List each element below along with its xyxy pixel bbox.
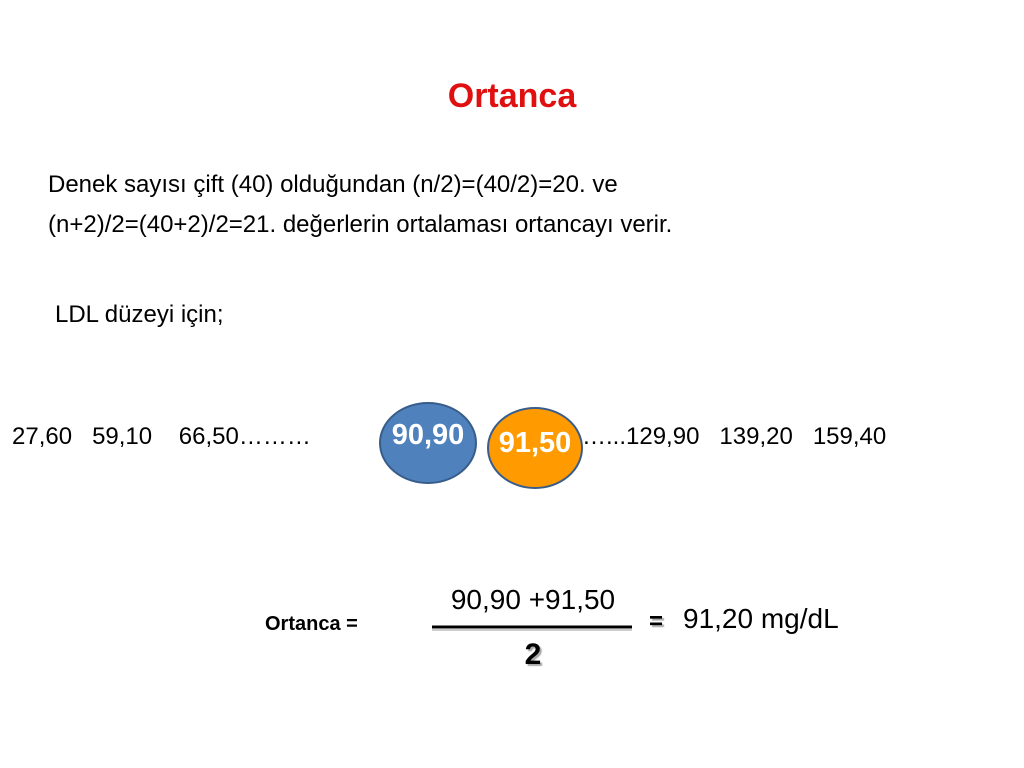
blue-ellipse — [379, 402, 477, 484]
sequence-right: …...129,90 139,20 159,40 — [582, 423, 887, 450]
formula-result: 91,20 mg/dL — [683, 603, 839, 634]
paragraph-line: Denek sayısı çift (40) olduğundan (n/2)=… — [48, 171, 618, 198]
orange-ellipse — [487, 407, 583, 489]
subheading: LDL düzeyi için; — [55, 301, 224, 328]
formula-equals: = — [649, 608, 664, 635]
ellipse-label: 91,50 — [498, 427, 572, 459]
formula-label: Ortanca = — [265, 613, 358, 635]
ellipse-label: 90,90 — [391, 419, 465, 451]
slide-title: Ortanca — [447, 77, 577, 115]
sequence-left: 27,60 59,10 66,50……… — [12, 423, 311, 450]
formula-numerator: 90,90 +91,50 — [450, 584, 616, 615]
formula-denominator: 2 — [524, 638, 542, 671]
paragraph-line: (n+2)/2=(40+2)/2=21. değerlerin ortalama… — [48, 211, 673, 238]
